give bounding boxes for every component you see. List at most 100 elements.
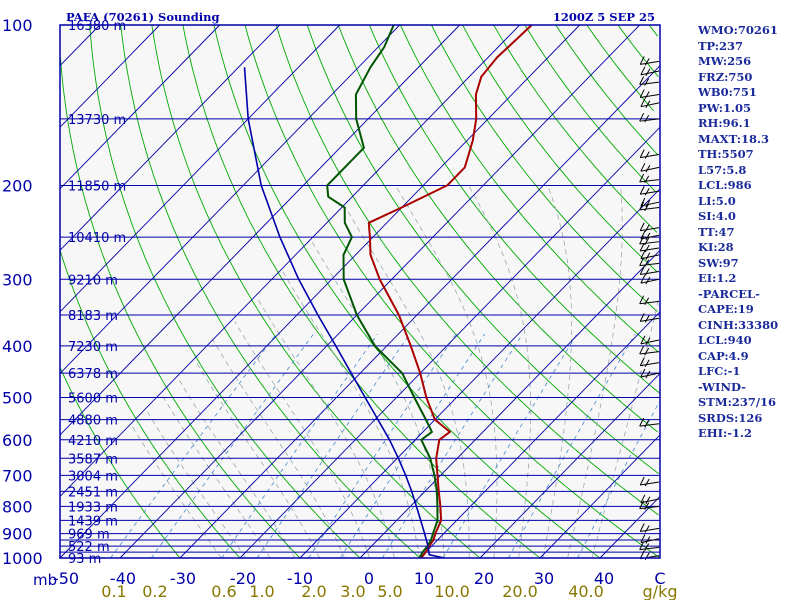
sounding-time: 1200Z 5 SEP 25: [553, 10, 655, 24]
wind-barb: [639, 541, 660, 551]
height-label: 3004 m: [68, 469, 118, 484]
pressure-tick-label: 500: [2, 389, 33, 408]
height-label: 3587 m: [68, 452, 118, 467]
wind-barb: [640, 162, 660, 173]
sounding-index: LI:5.0: [698, 193, 736, 208]
isotherm: [59, 24, 280, 251]
sounding-index: TH:5507: [698, 147, 754, 161]
wind-barb: [639, 149, 660, 159]
dry-adiabat: [617, 24, 659, 77]
wind-barb: [639, 242, 660, 253]
sounding-index: CINH:33380: [698, 317, 779, 332]
height-label: 1933 m: [68, 500, 118, 515]
dry-adiabat: [399, 24, 659, 352]
sounding-index: -WIND-: [698, 379, 746, 394]
mixing-ratio-tick-label: 3.0: [340, 582, 365, 600]
pressure-tick-label: 400: [2, 337, 33, 356]
isotherm: [419, 311, 661, 559]
chart-frame: [59, 24, 661, 559]
temperature-tick-label: -10: [287, 569, 313, 588]
wind-barb: [639, 313, 660, 323]
wind-barb: [639, 257, 660, 267]
sounding-index: LCL:986: [698, 178, 752, 192]
height-label: 4880 m: [68, 414, 118, 429]
mixing-ratio-tick-label: 2.0: [301, 582, 326, 600]
height-label: 11850 m: [68, 179, 126, 194]
temperature-tick-label: 10: [414, 569, 434, 588]
pressure-tick-label: 800: [2, 497, 33, 516]
temperature-profile: [367, 24, 533, 559]
wind-barb: [640, 98, 660, 108]
isotherm: [59, 24, 580, 559]
temperature-tick-label: -30: [170, 569, 196, 588]
height-label: 969 m: [68, 528, 110, 543]
sounding-indices-panel: WMO:70261 TP:237 MW:256 FRZ:750 WB0:751 PW:1.…: [698, 23, 798, 442]
height-label: 1439 m: [68, 514, 118, 529]
mixing-ratio-tick-label: 5.0: [377, 582, 402, 600]
height-label: 4210 m: [68, 434, 118, 449]
mixing-ratio-line: [110, 333, 277, 559]
chart-header: PAFA (70261) Sounding 1200Z 5 SEP 25: [66, 10, 655, 24]
wind-barb: [639, 56, 660, 66]
sounding-index: SRDS:126: [698, 410, 763, 425]
wind-barb: [639, 186, 660, 196]
dry-adiabat: [306, 24, 660, 475]
mixing-ratio-line: [308, 333, 457, 559]
chart-series: [243, 24, 533, 559]
height-label: 16380 m: [68, 19, 126, 34]
sounding-index: MW:256: [698, 54, 752, 68]
wind-barb: [639, 476, 660, 487]
pressure-tick-label: 900: [2, 525, 33, 544]
wind-barb: [640, 197, 660, 208]
wind-barb: [639, 295, 660, 305]
isotherm: [119, 24, 640, 559]
mixing-ratio-tick-label: 40.0: [568, 582, 604, 600]
pressure-tick-label: 600: [2, 431, 33, 450]
dry-adiabat: [555, 24, 658, 155]
sounding-index: LCL:940: [698, 333, 752, 347]
height-label: 9210 m: [68, 273, 118, 288]
mixing-ratio-line: [507, 333, 636, 559]
height-label: 8183 m: [68, 309, 118, 324]
height-label: 522 m: [68, 540, 110, 555]
height-label: 10410 m: [68, 231, 126, 246]
isotherm: [479, 373, 661, 559]
pressure-tick-label: 200: [2, 176, 33, 195]
mixing-ratio-tick-label: 10.0: [434, 582, 470, 600]
dry-adiabat: [368, 24, 660, 394]
parcel-profile: [243, 67, 445, 559]
temperature-tick-label: 40: [594, 569, 614, 588]
dry-adiabat: [493, 24, 658, 233]
sounding-index: LFC:-1: [698, 364, 741, 378]
sounding-index: L57:5.8: [698, 162, 747, 177]
mixing-ratio-line: [150, 333, 314, 559]
pressure-unit-label: mb: [33, 571, 57, 589]
sounding-index: KI:28: [698, 240, 734, 254]
isotherm: [179, 65, 661, 559]
wind-barb: [640, 274, 660, 285]
isotherm: [239, 126, 661, 559]
temperature-tick-label: 0: [364, 569, 374, 588]
wind-barb: [639, 76, 660, 86]
temperature-tick-label: -50: [53, 569, 79, 588]
wind-barb: [640, 250, 660, 260]
wind-barb: [640, 494, 660, 505]
moist-adiabat: [311, 241, 445, 559]
wind-barb: [639, 222, 660, 232]
sounding-index: SI:4.0: [698, 209, 736, 223]
pressure-tick-label: 100: [2, 16, 33, 35]
wind-barb: [639, 89, 660, 99]
sounding-index: PW:1.05: [698, 100, 752, 115]
mixing-ratio-tick-label: 1.0: [249, 582, 274, 600]
wind-barb: [640, 230, 660, 241]
sounding-index: CAPE:19: [698, 302, 754, 316]
sounding-index: EHI:-1.2: [698, 426, 753, 440]
sounding-index: MAXT:18.3: [698, 131, 769, 146]
wind-barb: [639, 112, 660, 123]
height-label: 5600 m: [68, 392, 118, 407]
wind-barb: [640, 66, 660, 77]
wind-barb: [639, 523, 660, 533]
temperature-tick-label: 20: [474, 569, 494, 588]
